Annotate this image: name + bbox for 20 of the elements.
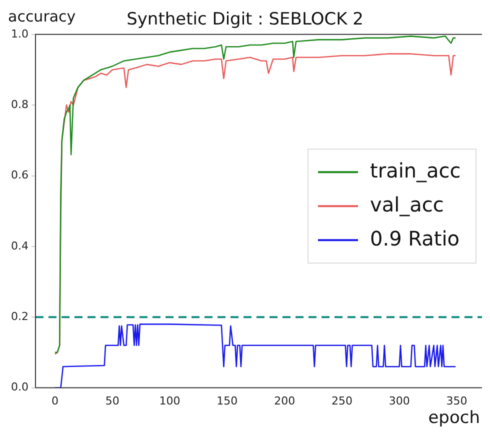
x-tick-label: 150	[216, 394, 238, 408]
legend-label: 0.9 Ratio	[370, 226, 460, 250]
chart-title: Synthetic Digit : SEBLOCK 2	[126, 10, 364, 30]
x-tick-label: 0	[52, 394, 59, 408]
y-tick-label: 1.0	[10, 27, 28, 40]
x-tick-label: 50	[105, 394, 120, 408]
y-axis-title: accuracy	[8, 7, 76, 26]
y-tick-label: 0.0	[10, 380, 28, 394]
y-tick-label: 0.6	[10, 168, 28, 182]
x-tick-label: 200	[274, 394, 296, 408]
x-tick-label: 250	[331, 394, 352, 408]
x-tick-label: 100	[159, 394, 180, 408]
x-tick-label: 300	[388, 394, 410, 408]
legend-label: val_acc	[370, 192, 444, 216]
y-tick-label: 0.8	[10, 98, 28, 111]
legend-label: train_acc	[370, 158, 461, 182]
y-tick-label: 0.4	[10, 239, 28, 252]
y-tick-label: 0.2	[10, 310, 28, 323]
x-axis-title: epoch	[428, 408, 480, 428]
x-tick-label: 350	[446, 394, 468, 408]
